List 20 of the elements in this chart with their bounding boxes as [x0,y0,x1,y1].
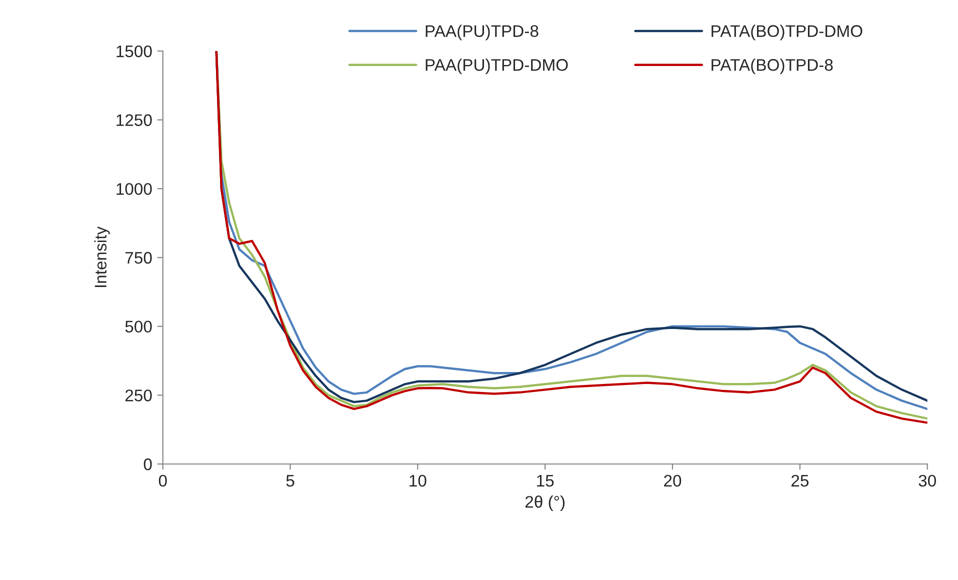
y-tick-label: 500 [125,320,152,333]
legend-label: PAA(PU)TPD-8 [426,24,538,40]
legend-label: PAA(PU)TPD-DMO [426,58,568,74]
x-tick-label: 20 [664,474,682,487]
y-tick-label: 1000 [116,183,152,195]
y-tick-label: 0 [144,458,152,470]
x-tick-label: 0 [158,474,167,487]
y-axis-title: Intensity [94,226,110,288]
x-axis-title: 2θ (°) [525,496,565,512]
y-tick-label: 250 [125,390,152,402]
x-tick-label: 15 [537,475,554,487]
x-tick-label: 5 [286,475,294,487]
y-tick-label: 1250 [116,114,152,126]
x-tick-label: 30 [918,474,936,487]
y-tick-label: 1500 [116,45,152,58]
legend-label: PATA(BO)TPD-8 [712,58,833,74]
y-tick-label: 750 [125,252,152,264]
legend-label: PATA(BO)TPD-DMO [712,24,862,40]
x-tick-label: 10 [410,474,426,487]
x-tick-label: 25 [792,474,808,487]
